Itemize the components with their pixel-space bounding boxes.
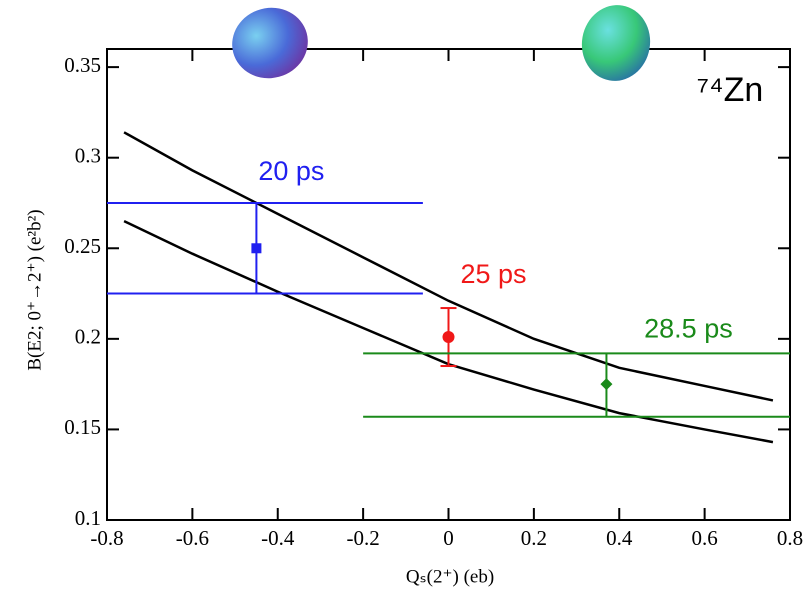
x-tick-label: 0.2 bbox=[521, 526, 547, 550]
data-point bbox=[442, 331, 455, 344]
model-curve bbox=[123, 131, 774, 402]
y-tick-label: 0.15 bbox=[64, 415, 101, 439]
x-tick-label: -0.6 bbox=[176, 526, 209, 550]
lifetime-label: 25 ps bbox=[460, 259, 526, 289]
x-axis-label: Qₛ(2⁺) (eb) bbox=[406, 566, 494, 587]
y-tick-label: 0.25 bbox=[64, 234, 101, 258]
plot-frame bbox=[106, 48, 791, 521]
data-point bbox=[251, 243, 262, 254]
y-tick-label: 0.1 bbox=[75, 506, 101, 530]
y-tick-label: 0.3 bbox=[75, 144, 101, 168]
lifetime-label: 20 ps bbox=[258, 156, 324, 186]
x-tick-label: -0.2 bbox=[347, 526, 380, 550]
nucleus-shape bbox=[581, 5, 651, 81]
data-point bbox=[600, 378, 613, 391]
plot-layer: -0.8 -0.6 -0.4 -0.2 0 0.2 0.4 0.6 0.8 0.1 0.15 0.2 0… bbox=[64, 49, 803, 550]
y-tick-label: 0.35 bbox=[64, 53, 101, 77]
x-tick-label: 0.8 bbox=[777, 526, 803, 550]
y-axis-label: B(E2; 0⁺→2⁺) (e²b²) bbox=[24, 209, 45, 370]
x-tick-label: 0.4 bbox=[606, 526, 633, 550]
nucleus-shape bbox=[232, 7, 308, 79]
x-tick-label: -0.8 bbox=[90, 526, 123, 550]
x-tick-label: -0.4 bbox=[261, 526, 295, 550]
lifetime-label: 28.5 ps bbox=[644, 313, 733, 343]
y-tick-label: 0.2 bbox=[75, 325, 101, 349]
x-tick-label: 0.6 bbox=[692, 526, 718, 550]
x-tick-label: 0 bbox=[443, 526, 454, 550]
nucleus-label: ⁷⁴Zn bbox=[697, 71, 764, 109]
